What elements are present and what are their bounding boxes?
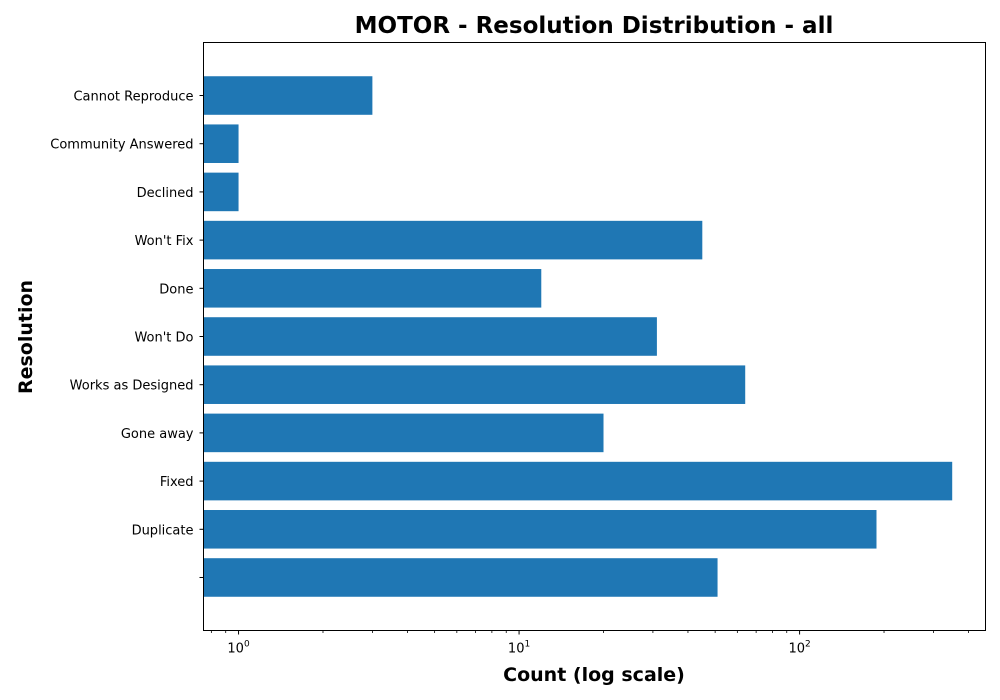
plot-frame [203, 42, 986, 631]
y-ticks: Duplicate Fixed Gone away Works as Designed… [50, 90, 204, 578]
bar-done [203, 269, 542, 308]
y-tick-label: Gone away [121, 427, 194, 442]
bar-cannot-reproduce [203, 76, 373, 115]
y-tick-label: Declined [137, 186, 194, 201]
x-ticks: 100 101 102 [210, 630, 969, 657]
y-tick-label: Won't Do [134, 331, 193, 346]
y-tick-label: Done [159, 282, 193, 297]
bar-blank-0 [203, 558, 718, 597]
chart-title: MOTOR - Resolution Distribution - all [355, 13, 834, 39]
bar-fixed [203, 461, 953, 501]
x-tick-exponent: 2 [805, 640, 811, 650]
x-tick-label: 100 [227, 640, 250, 657]
bar-won-t-fix [203, 220, 703, 260]
x-tick-base: 10 [788, 642, 805, 657]
bar-gone-away [203, 413, 604, 453]
bar-works-as-designed [203, 365, 746, 404]
y-tick-label: Works as Designed [70, 379, 194, 394]
y-tick-label: Cannot Reproduce [73, 90, 193, 105]
y-tick-label: Fixed [160, 475, 194, 490]
bar-won-t-do [203, 317, 657, 356]
bar-declined [203, 172, 239, 212]
bar-community-answered [203, 124, 239, 163]
x-tick-label: 101 [508, 640, 530, 657]
y-tick-label: Community Answered [50, 138, 193, 153]
y-tick-label: Won't Fix [135, 234, 194, 249]
x-tick-label: 102 [788, 640, 810, 657]
x-tick-base: 10 [508, 642, 525, 657]
bars-layer [203, 76, 953, 597]
x-tick-base: 10 [227, 642, 244, 657]
x-tick-exponent: 1 [524, 640, 530, 650]
y-tick-label: Duplicate [132, 523, 194, 538]
y-axis-label: Resolution [15, 280, 37, 394]
x-axis-label: Count (log scale) [503, 664, 685, 686]
bar-duplicate [203, 510, 877, 549]
x-tick-exponent: 0 [244, 640, 250, 650]
